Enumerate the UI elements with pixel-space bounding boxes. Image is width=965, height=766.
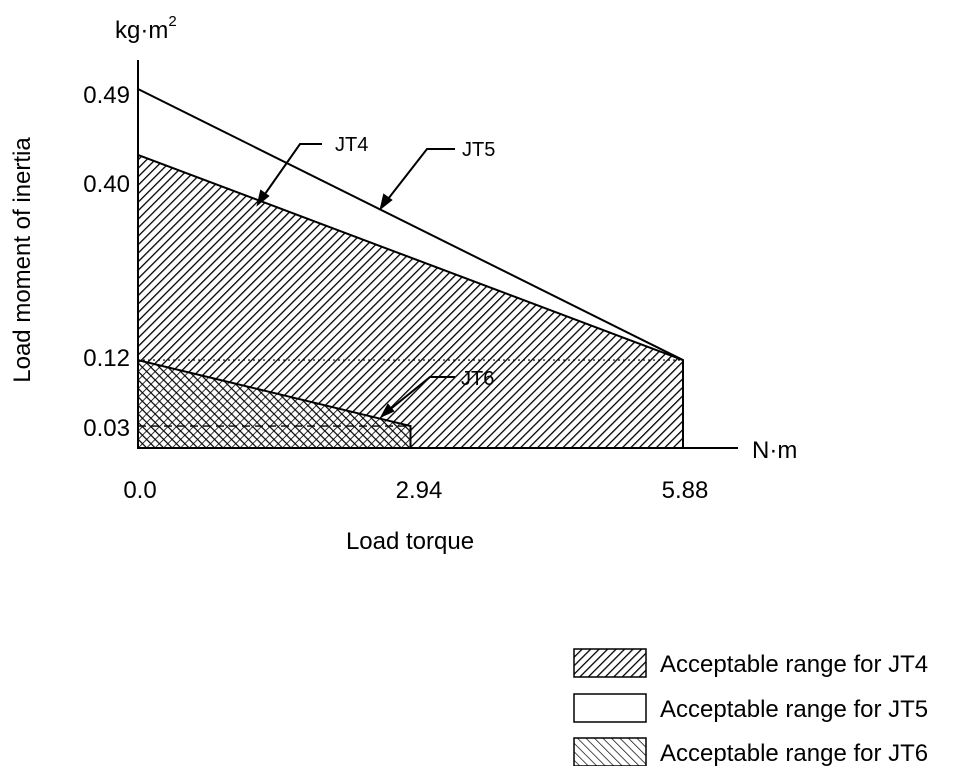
series-line-jt5	[137, 88, 684, 361]
x-axis-label: Load torque	[346, 528, 474, 555]
legend-label-jt6: Acceptable range for JT6	[660, 740, 928, 766]
legend-swatch-jt5	[573, 693, 647, 723]
callout-label-jt4: JT4	[335, 134, 368, 156]
legend-label-jt4: Acceptable range for JT4	[660, 651, 928, 678]
x-tick-label: 0.0	[123, 477, 156, 504]
callout-jt4	[256, 143, 322, 207]
y-tick-label: 0.49	[83, 82, 130, 109]
x-tick-label: 5.88	[662, 477, 709, 504]
legend: Acceptable range for JT4 Acceptable rang…	[573, 648, 928, 766]
y-tick-label: 0.12	[83, 345, 130, 372]
legend-swatch-jt4	[573, 648, 647, 678]
callout-jt5	[379, 148, 455, 211]
y-axis-label: Load moment of inertia	[9, 137, 36, 383]
x-unit: N·m	[752, 437, 797, 464]
x-tick-label: 2.94	[396, 477, 443, 504]
legend-label-jt5: Acceptable range for JT5	[660, 696, 928, 723]
callout-label-jt6: JT6	[461, 368, 494, 390]
y-tick-label: 0.03	[83, 415, 130, 442]
callout-label-jt5: JT5	[462, 139, 495, 161]
legend-swatch-jt6	[573, 737, 647, 766]
y-tick-label: 0.40	[83, 171, 130, 198]
y-unit: kg·m2	[115, 13, 177, 44]
callout-jt6	[379, 376, 455, 419]
